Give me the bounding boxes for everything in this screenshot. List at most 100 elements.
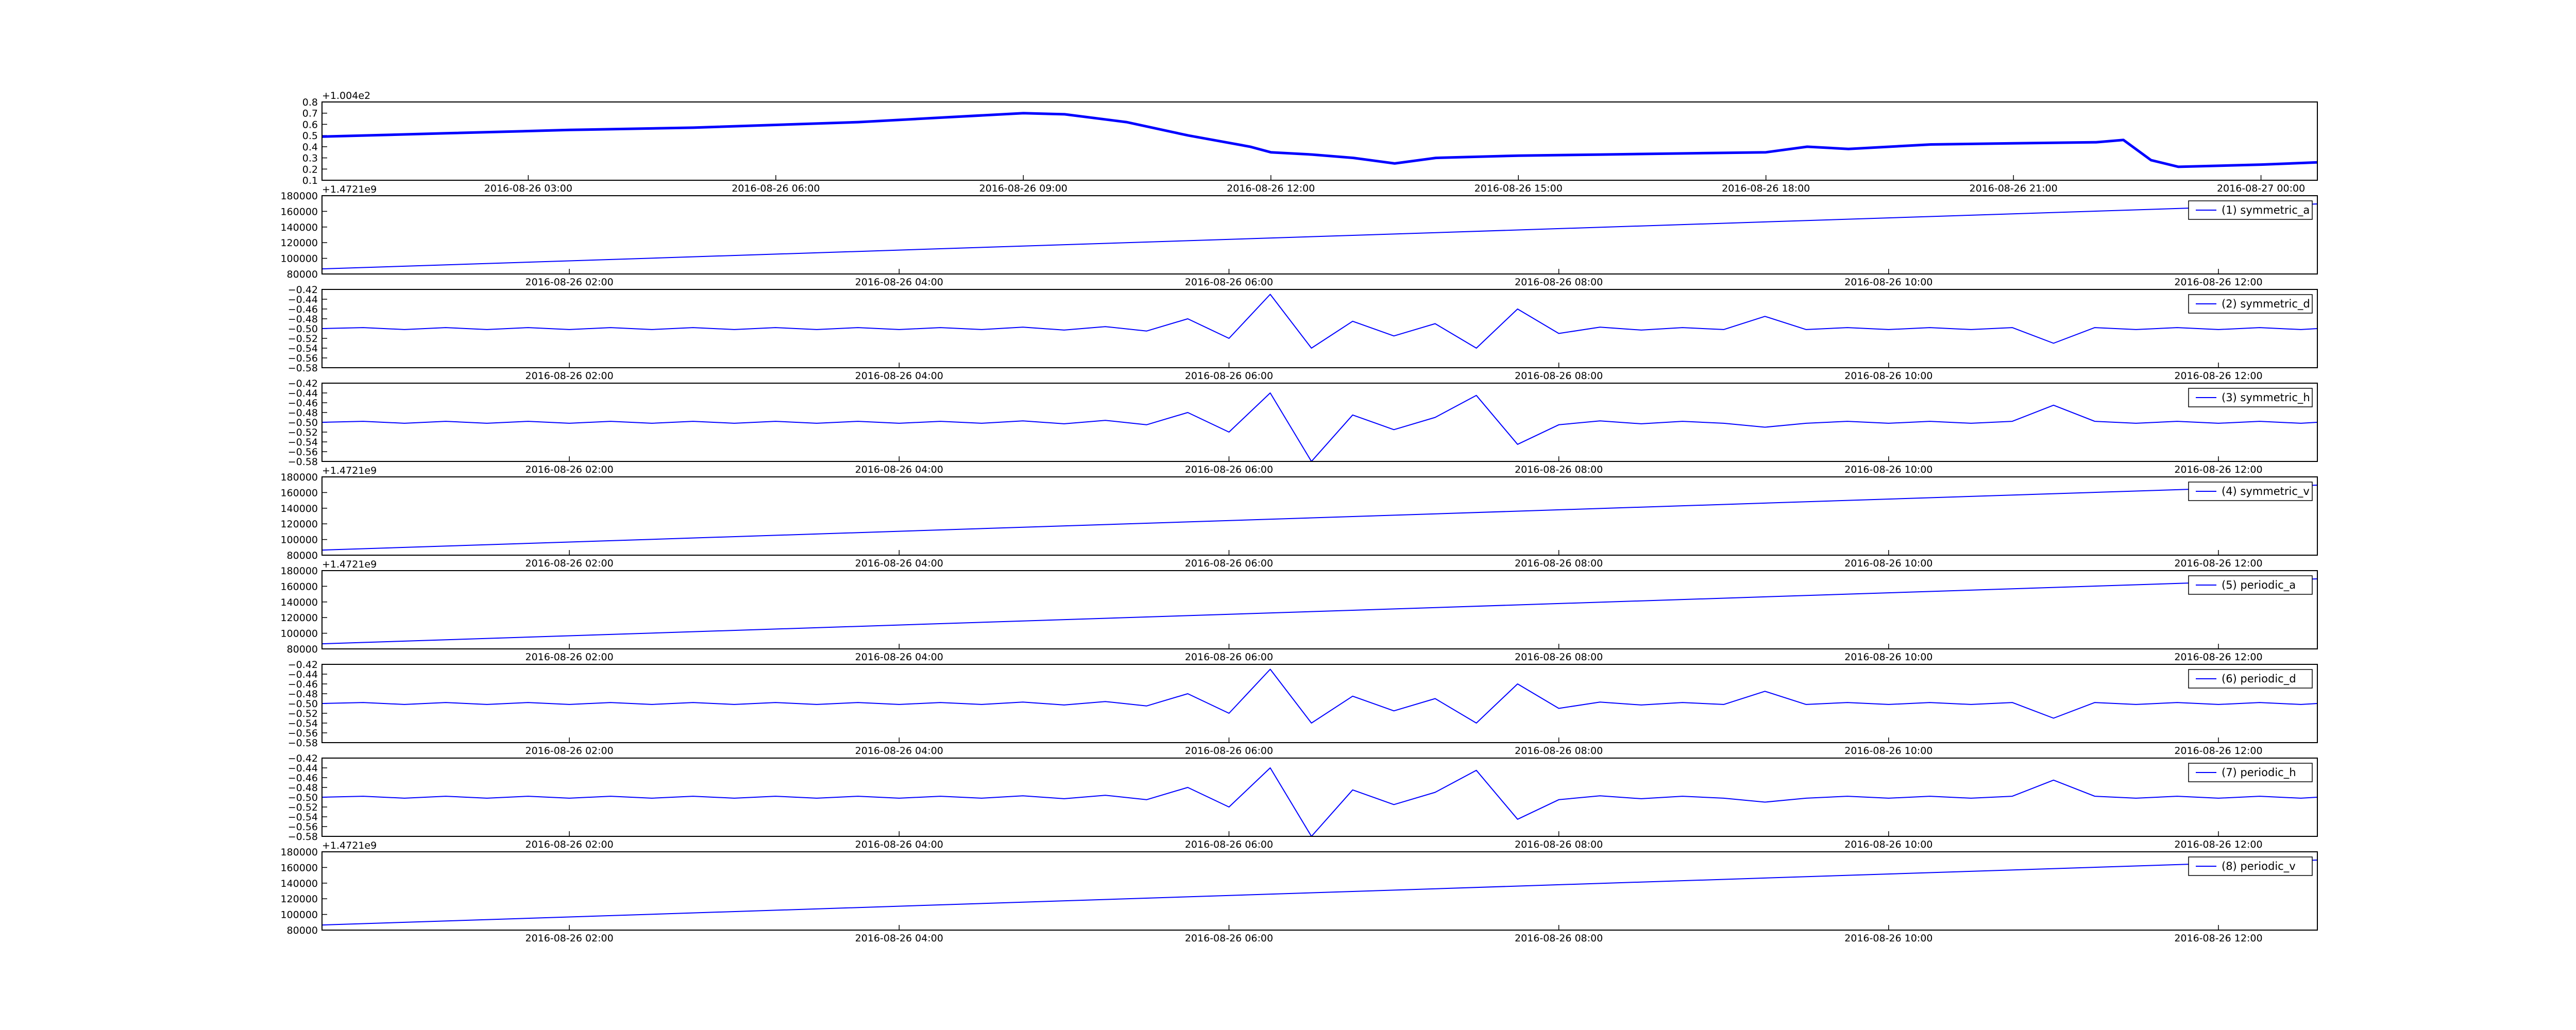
x-tick-label: 2016-08-26 08:00 bbox=[1515, 933, 1603, 944]
legend-label: (4) symmetric_v bbox=[2222, 485, 2310, 498]
y-tick-label: −0.46 bbox=[288, 304, 318, 315]
x-tick-label: 2016-08-26 06:00 bbox=[732, 183, 820, 194]
y-tick-label: −0.46 bbox=[288, 679, 318, 690]
legend: (1) symmetric_a bbox=[2188, 200, 2313, 220]
y-tick-label: −0.42 bbox=[288, 284, 318, 296]
y-tick-label: 120000 bbox=[280, 612, 318, 624]
x-tick-label: 2016-08-26 12:00 bbox=[2174, 745, 2262, 757]
x-tick-label: 2016-08-26 09:00 bbox=[979, 183, 1067, 194]
x-tick-label: 2016-08-26 06:00 bbox=[1185, 464, 1273, 475]
y-tick-label: −0.50 bbox=[288, 417, 318, 428]
y-tick-label: −0.50 bbox=[288, 698, 318, 710]
x-tick-label: 2016-08-26 12:00 bbox=[2174, 464, 2262, 475]
y-tick-label: −0.48 bbox=[288, 407, 318, 419]
legend: (8) periodic_v bbox=[2188, 856, 2313, 876]
y-tick-label: 0.4 bbox=[302, 142, 318, 153]
subplot: −0.58−0.56−0.54−0.52−0.50−0.48−0.46−0.44… bbox=[288, 659, 2318, 757]
y-tick-label: −0.58 bbox=[288, 831, 318, 843]
x-tick-label: 2016-08-26 10:00 bbox=[1844, 651, 1933, 663]
axes-frame bbox=[321, 570, 2318, 649]
x-tick-label: 2016-08-26 21:00 bbox=[1969, 183, 2057, 194]
y-tick-label: 100000 bbox=[280, 909, 318, 921]
axes-frame bbox=[321, 758, 2318, 837]
y-tick-label: 160000 bbox=[280, 487, 318, 499]
y-tick-label: −0.54 bbox=[288, 718, 318, 729]
y-tick-label: 140000 bbox=[280, 597, 318, 608]
legend: (4) symmetric_v bbox=[2188, 482, 2313, 501]
y-tick-label: −0.58 bbox=[288, 456, 318, 468]
y-tick-label: −0.48 bbox=[288, 689, 318, 700]
y-tick-label: 100000 bbox=[280, 253, 318, 265]
y-tick-label: −0.50 bbox=[288, 792, 318, 803]
x-tick-label: 2016-08-26 08:00 bbox=[1515, 651, 1603, 663]
x-tick-label: 2016-08-26 15:00 bbox=[1475, 183, 1563, 194]
x-tick-label: 2016-08-26 06:00 bbox=[1185, 651, 1273, 663]
subplot: 80000 100000 120000 140000 160000 180000 2016-… bbox=[280, 840, 2318, 944]
x-tick-label: 2016-08-26 02:00 bbox=[526, 933, 614, 944]
y-tick-label: 80000 bbox=[287, 550, 318, 561]
y-tick-label: −0.48 bbox=[288, 314, 318, 325]
y-tick-label: 0.5 bbox=[302, 130, 318, 142]
x-tick-label: 2016-08-26 02:00 bbox=[526, 651, 614, 663]
x-tick-label: 2016-08-26 02:00 bbox=[526, 745, 614, 757]
x-tick-label: 2016-08-26 08:00 bbox=[1515, 370, 1603, 382]
x-tick-label: 2016-08-26 04:00 bbox=[855, 933, 943, 944]
y-tick-label: −0.54 bbox=[288, 437, 318, 448]
subplot: −0.58−0.56−0.54−0.52−0.50−0.48−0.46−0.44… bbox=[288, 378, 2318, 475]
y-tick-label: −0.42 bbox=[288, 753, 318, 764]
offset-text: +1.4721e9 bbox=[322, 840, 377, 851]
series-line bbox=[322, 392, 2317, 461]
y-tick-label: 140000 bbox=[280, 222, 318, 233]
x-tick-label: 2016-08-26 10:00 bbox=[1844, 277, 1933, 288]
y-tick-label: −0.52 bbox=[288, 427, 318, 438]
y-tick-label: −0.44 bbox=[288, 763, 318, 774]
y-tick-label: −0.50 bbox=[288, 323, 318, 335]
legend-label: (1) symmetric_a bbox=[2222, 204, 2310, 217]
y-tick-label: 0.3 bbox=[302, 153, 318, 164]
series-line bbox=[322, 203, 2317, 270]
x-tick-label: 2016-08-26 04:00 bbox=[855, 464, 943, 475]
y-tick-label: 140000 bbox=[280, 878, 318, 889]
y-tick-label: −0.52 bbox=[288, 333, 318, 345]
x-tick-label: 2016-08-26 04:00 bbox=[855, 370, 943, 382]
legend: (6) periodic_d bbox=[2188, 669, 2313, 689]
y-tick-label: −0.56 bbox=[288, 821, 318, 833]
y-tick-label: −0.58 bbox=[288, 737, 318, 749]
offset-text: +1.4721e9 bbox=[322, 184, 377, 195]
axes-frame bbox=[321, 289, 2318, 368]
y-tick-label: −0.56 bbox=[288, 728, 318, 739]
x-tick-label: 2016-08-26 06:00 bbox=[1185, 558, 1273, 569]
x-tick-label: 2016-08-26 12:00 bbox=[2174, 839, 2262, 850]
x-tick-label: 2016-08-26 04:00 bbox=[855, 558, 943, 569]
y-tick-label: −0.48 bbox=[288, 782, 318, 794]
x-tick-label: 2016-08-26 08:00 bbox=[1515, 277, 1603, 288]
y-tick-label: −0.56 bbox=[288, 353, 318, 364]
offset-text: +1.4721e9 bbox=[322, 559, 377, 570]
y-tick-label: 0.1 bbox=[302, 175, 318, 186]
y-tick-label: 180000 bbox=[280, 191, 318, 202]
axes-frame bbox=[321, 383, 2318, 462]
x-tick-label: 2016-08-26 10:00 bbox=[1844, 464, 1933, 475]
legend: (5) periodic_a bbox=[2188, 575, 2313, 595]
x-tick-label: 2016-08-26 18:00 bbox=[1722, 183, 1810, 194]
x-tick-label: 2016-08-26 06:00 bbox=[1185, 933, 1273, 944]
y-tick-label: 180000 bbox=[280, 565, 318, 577]
series-line bbox=[322, 112, 2317, 168]
subplot: 0.10.20.30.40.50.60.70.8 2016-08-26 03:00… bbox=[302, 90, 2318, 194]
axes-frame bbox=[321, 664, 2318, 743]
y-tick-label: −0.56 bbox=[288, 447, 318, 458]
legend-label: (3) symmetric_h bbox=[2222, 391, 2310, 404]
x-tick-label: 2016-08-26 04:00 bbox=[855, 839, 943, 850]
subplot: 80000 100000 120000 140000 160000 180000 2016-… bbox=[280, 184, 2318, 288]
y-tick-label: −0.44 bbox=[288, 669, 318, 680]
y-tick-label: −0.46 bbox=[288, 772, 318, 784]
y-tick-label: 0.7 bbox=[302, 108, 318, 119]
legend: (3) symmetric_h bbox=[2188, 388, 2313, 407]
legend-label: (6) periodic_d bbox=[2222, 673, 2296, 685]
y-tick-label: 120000 bbox=[280, 519, 318, 530]
y-tick-label: 140000 bbox=[280, 503, 318, 514]
x-tick-label: 2016-08-26 02:00 bbox=[526, 839, 614, 850]
legend-label: (7) periodic_h bbox=[2222, 766, 2296, 779]
legend-label: (2) symmetric_d bbox=[2222, 298, 2310, 311]
